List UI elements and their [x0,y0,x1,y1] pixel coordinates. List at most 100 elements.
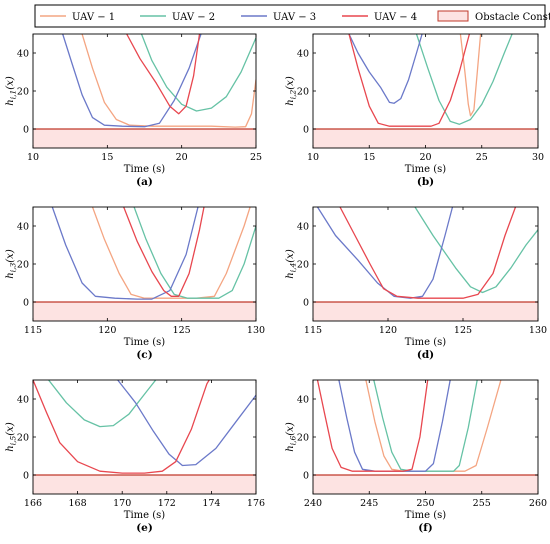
x-tick-label: 260 [529,498,547,509]
y-axis-label-arg: (x) [285,76,296,90]
y-axis-label-sub: i,1 [9,90,18,100]
x-tick-label: 120 [98,325,116,336]
x-tick-label: 20 [176,152,188,163]
x-axis-label: Time (s) [124,164,165,175]
y-tick-label: 0 [303,471,309,482]
y-tick-label: 20 [297,433,309,444]
panel-d: 115 120 125 130 0 20 40 Time (s)(d) hi,4(x) [285,206,547,361]
x-tick-label: 130 [247,325,265,336]
x-tick-label: 25 [250,152,262,163]
y-tick-label: 40 [17,49,29,60]
y-tick-label: 20 [17,260,29,271]
y-tick-label: 0 [23,471,29,482]
series-line-uav-1 [81,34,256,128]
y-axis-label-arg: (x) [285,422,296,436]
x-tick-label: 10 [307,152,319,163]
y-tick-label: 0 [23,125,29,136]
x-tick-label: 115 [24,325,42,336]
x-tick-label: 120 [379,325,397,336]
y-tick-label: 20 [17,87,29,98]
legend-entry: Obstacle Constraint [437,10,550,23]
y-axis-label: hi,1(x) [5,76,18,106]
x-axis-label: Time (s) [124,337,165,348]
x-tick-label: 25 [476,152,488,163]
x-tick-label: 125 [454,325,472,336]
x-tick-label: 30 [532,152,544,163]
x-tick-label: 168 [69,498,87,509]
x-axis-label: Time (s) [124,510,165,521]
x-tick-label: 166 [24,498,42,509]
obstacle-region [33,129,256,148]
x-tick-label: 240 [304,498,322,509]
x-axis-label: Time (s) [405,164,446,175]
y-axis-label-arg: (x) [5,422,16,436]
panel-a: 10 15 20 25 0 20 40 Time (s)(a) hi,1(x) [5,33,262,188]
series-line-uav-4 [123,207,205,297]
series-line-uav-3 [62,34,202,128]
x-tick-label: 176 [247,498,265,509]
panel-f: 240 245 250 255 260 0 20 40 Time (s)(f) hi,6(x) [285,379,547,534]
series-line-uav-2 [133,207,256,299]
series-line-uav-1 [459,34,482,117]
legend-entry: UAV − 1 [40,12,115,23]
series-line-uav-2 [48,380,157,428]
y-axis-label-sub: i,4 [289,262,298,272]
obstacle-region [313,475,538,494]
y-axis-label-sub: i,2 [289,89,298,99]
y-tick-label: 0 [23,298,29,309]
x-tick-label: 130 [529,325,547,336]
legend-box [34,4,546,28]
legend-label: UAV − 1 [72,12,115,23]
x-tick-label: 250 [416,498,434,509]
y-tick-label: 40 [17,222,29,233]
panel-label: (d) [417,349,434,361]
panel-label: (f) [418,522,432,534]
x-tick-label: 172 [158,498,176,509]
panel-label: (b) [417,176,434,188]
series-line-uav-2 [415,34,513,125]
y-tick-label: 20 [297,87,309,98]
y-axis-label-arg: (x) [5,76,16,90]
x-tick-label: 10 [27,152,39,163]
series-line-uav-3 [51,207,199,300]
legend: UAV − 1 UAV − 2 UAV − 3 UAV − 4 Obstacle Con… [34,4,550,28]
x-tick-label: 115 [304,325,322,336]
legend-label: Obstacle Constraint [475,12,550,23]
series-line-uav-4 [126,34,201,115]
series-line-uav-4 [339,207,517,299]
x-axis-label: Time (s) [405,510,446,521]
y-axis-label-main: h [5,99,16,105]
obstacle-region [33,302,256,321]
legend-label: UAV − 3 [273,12,316,23]
legend-entry: UAV − 3 [241,12,316,23]
y-tick-label: 20 [297,260,309,271]
y-tick-label: 20 [17,433,29,444]
series-line-uav-3 [316,207,454,299]
y-axis-label-sub: i,3 [9,262,18,272]
y-tick-label: 40 [17,395,29,406]
panel-c: 115 120 125 130 0 20 40 Time (s)(c) hi,3(x) [5,206,265,361]
y-axis-label: hi,3(x) [5,249,18,279]
series-line-uav-2 [414,207,538,294]
x-tick-label: 125 [173,325,191,336]
legend-label: UAV − 2 [172,12,215,23]
y-axis-label-main: h [285,272,296,278]
panel-b: 10 15 20 25 30 0 20 40 Time (s)(b) hi,2(x) [285,33,544,188]
y-axis-label: hi,2(x) [285,76,298,106]
y-tick-label: 0 [303,298,309,309]
y-tick-label: 40 [297,222,309,233]
y-tick-label: 40 [297,395,309,406]
y-axis-label: hi,6(x) [285,422,298,452]
obstacle-region [313,129,538,148]
x-tick-label: 20 [419,152,431,163]
panel-label: (e) [136,522,153,534]
y-axis-label-main: h [5,445,16,451]
series-line-uav-3 [117,380,256,467]
legend-label: UAV − 4 [374,12,417,23]
y-axis-label-sub: i,5 [9,435,18,445]
series-line-uav-2 [140,34,256,112]
panel-label: (c) [136,349,152,361]
